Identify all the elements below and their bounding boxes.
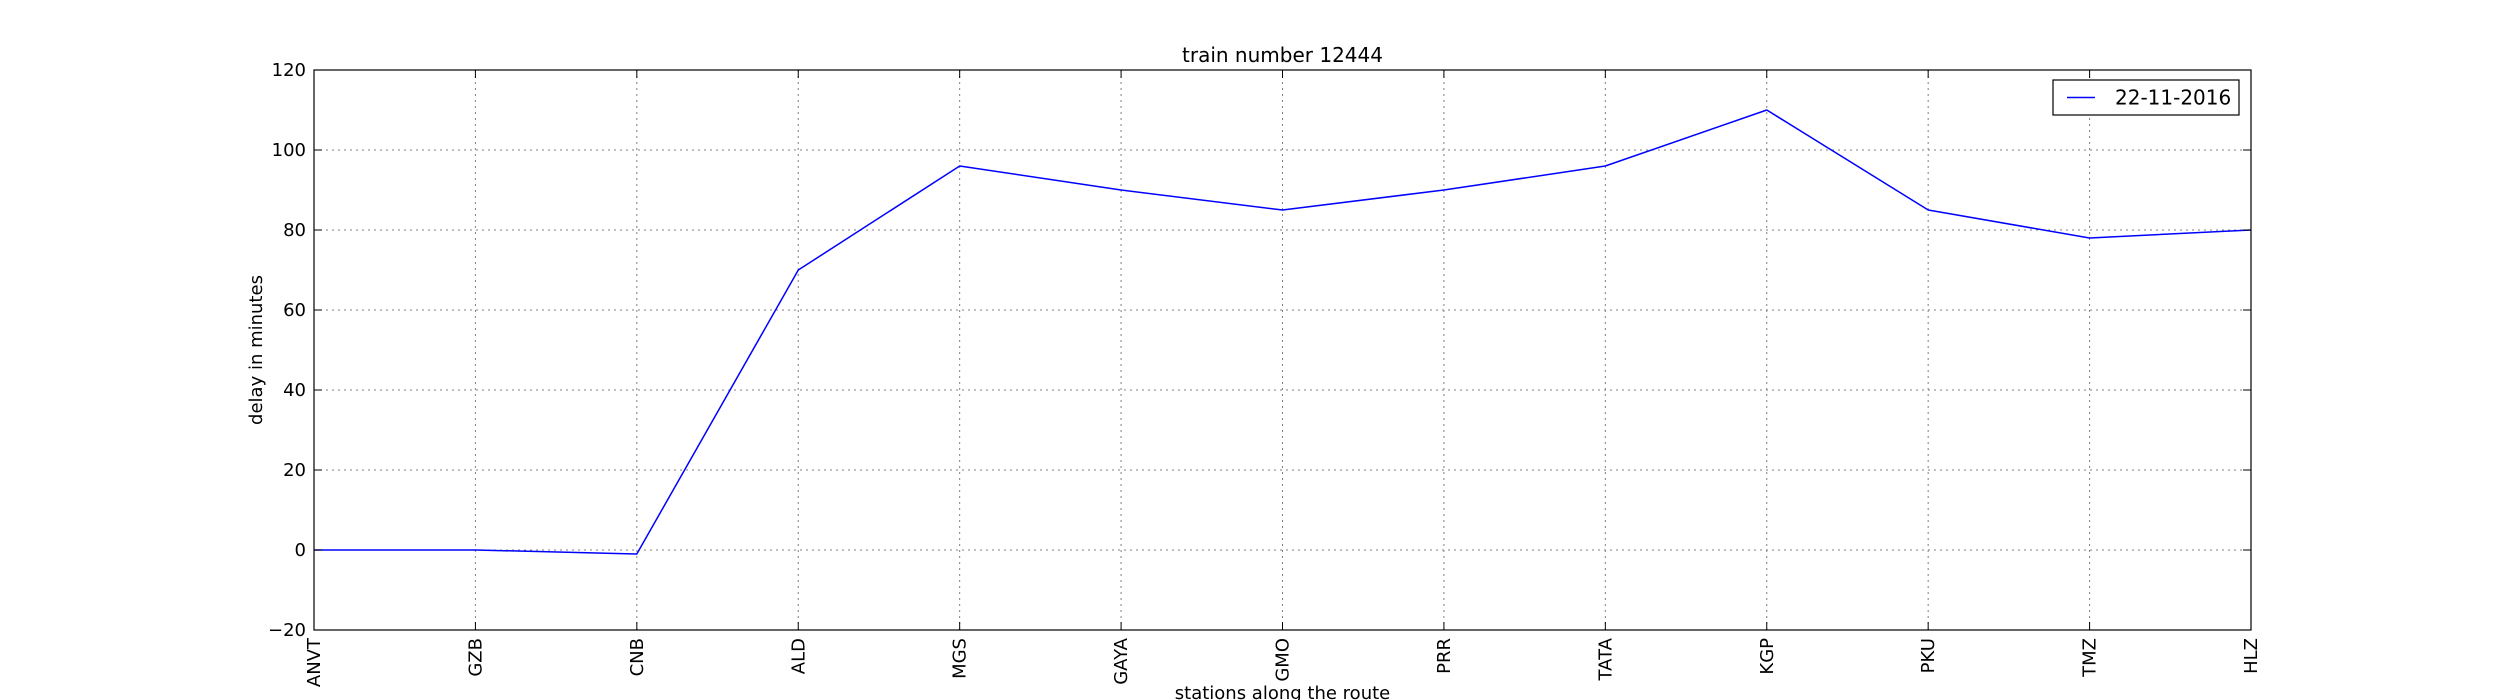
series-line <box>314 109 2252 555</box>
y-axis: −20 0 20 40 60 80 100 120 <box>268 60 2251 641</box>
y-axis-label: delay in minutes <box>246 275 267 425</box>
y-tick-label: 100 <box>272 140 306 161</box>
x-tick-label: ANVT <box>304 637 325 687</box>
y-tick-label: 120 <box>272 60 306 81</box>
x-tick-label: TATA <box>1595 637 1616 681</box>
y-tick-label: 20 <box>283 460 306 481</box>
x-tick-label: PRR <box>1434 638 1455 674</box>
x-tick-label: PKU <box>1918 638 1939 673</box>
x-tick-label: GZB <box>465 638 486 677</box>
y-tick-label: 0 <box>295 540 306 561</box>
y-tick-label: 60 <box>283 300 306 321</box>
series-layer <box>314 109 2252 555</box>
chart-title: train number 12444 <box>1182 43 1383 67</box>
x-tick-label: GMO <box>1273 638 1294 682</box>
legend: 22-11-2016 <box>2052 79 2240 116</box>
legend-entry: 22-11-2016 <box>2115 86 2231 110</box>
x-tick-label: ALD <box>788 638 809 674</box>
x-tick-label: CNB <box>627 638 648 676</box>
x-tick-label: KGP <box>1757 638 1778 675</box>
x-tick-label: TMZ <box>2080 638 2101 678</box>
x-axis: ANVT GZB CNB ALD MGS GAYA GMO PRR TATA KGP PKU TMZ H… <box>304 70 2262 687</box>
y-tick-label: 40 <box>283 380 306 401</box>
y-tick-label: −20 <box>268 620 306 641</box>
y-tick-label: 80 <box>283 220 306 241</box>
grid <box>314 70 2251 630</box>
x-tick-label: MGS <box>950 638 971 679</box>
x-tick-label: GAYA <box>1111 637 1132 684</box>
x-axis-label: stations along the route <box>1175 683 1390 700</box>
x-tick-label: HLZ <box>2241 638 2262 674</box>
